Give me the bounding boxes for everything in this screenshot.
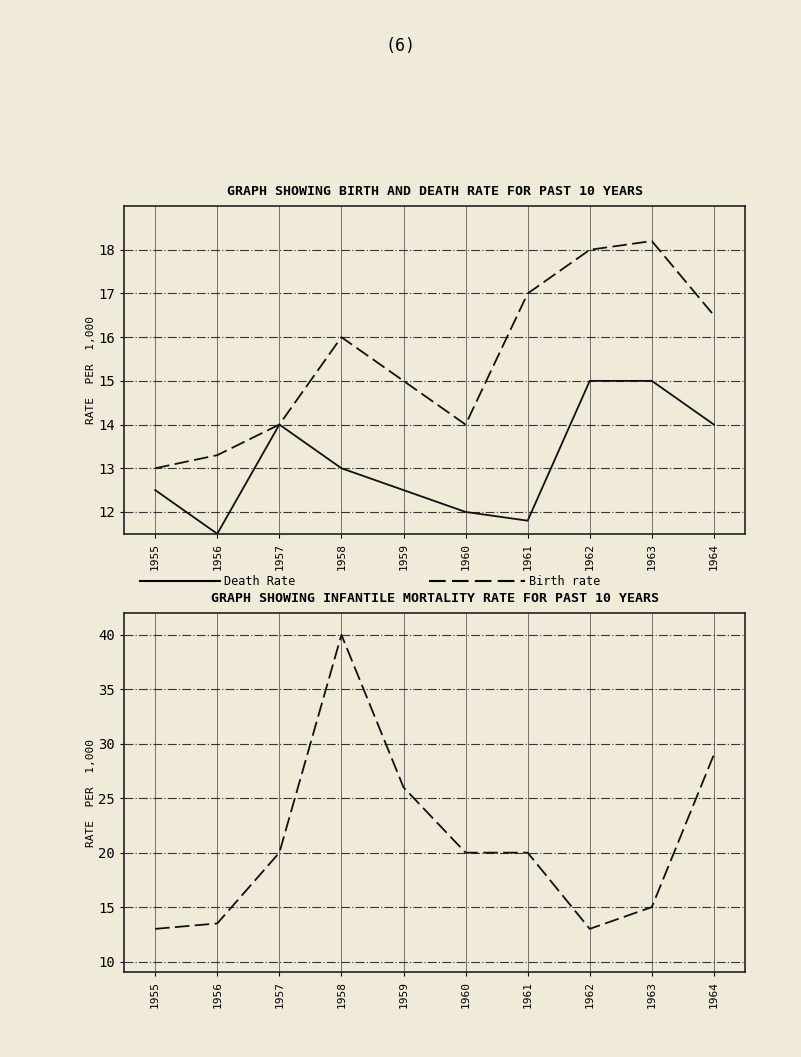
Title: GRAPH SHOWING BIRTH AND DEATH RATE FOR PAST 10 YEARS: GRAPH SHOWING BIRTH AND DEATH RATE FOR P…	[227, 185, 642, 198]
Text: Death Rate: Death Rate	[224, 575, 296, 588]
Text: Birth rate: Birth rate	[529, 575, 600, 588]
Text: (6): (6)	[385, 37, 416, 55]
Y-axis label: RATE  PER  1,000: RATE PER 1,000	[86, 739, 95, 847]
Title: GRAPH SHOWING INFANTILE MORTALITY RATE FOR PAST 10 YEARS: GRAPH SHOWING INFANTILE MORTALITY RATE F…	[211, 592, 658, 605]
Y-axis label: RATE  PER  1,000: RATE PER 1,000	[86, 316, 95, 424]
